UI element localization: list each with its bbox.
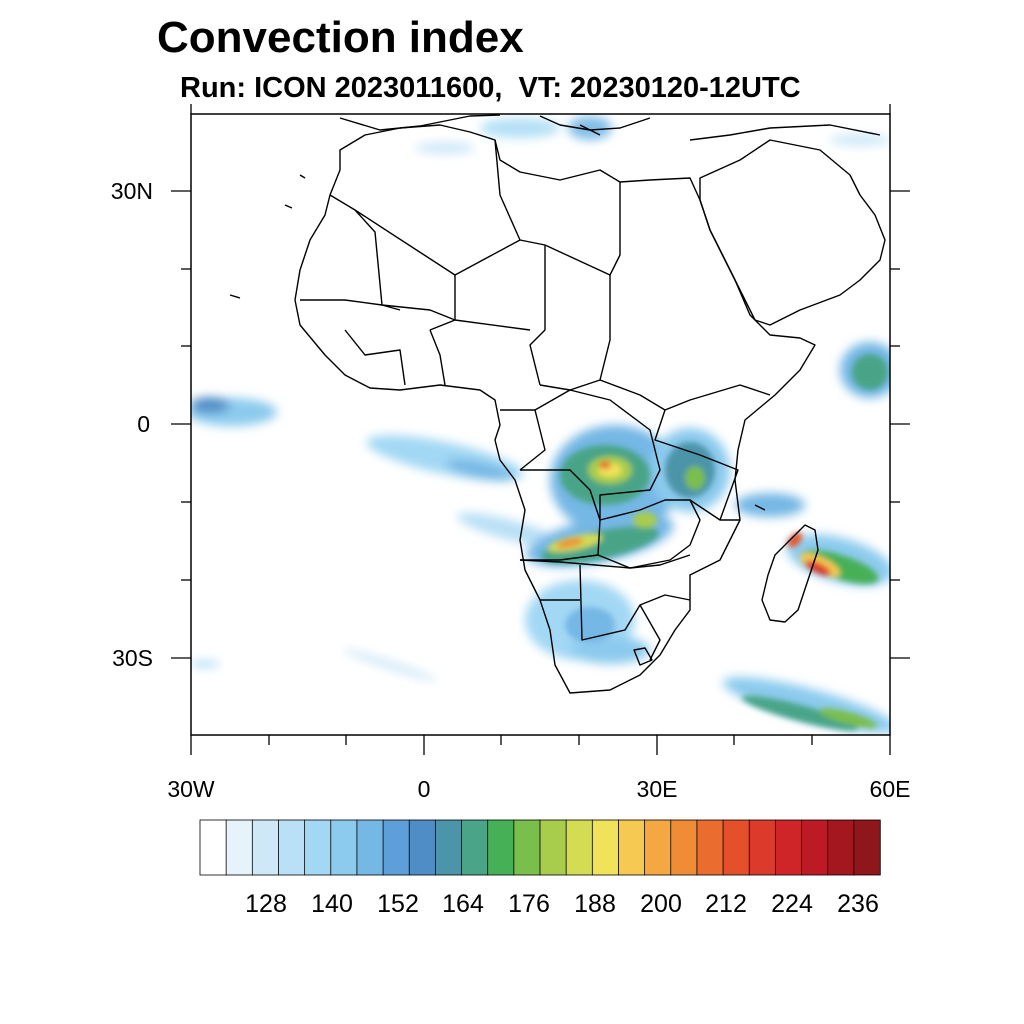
colorbar-swatch	[774, 819, 803, 876]
x-tick-label: 30W	[167, 776, 215, 802]
x-tick-label: 60E	[870, 776, 911, 802]
coastlines	[229, 114, 886, 694]
colorbar-label: 212	[705, 890, 747, 918]
colorbar-swatch	[618, 819, 646, 876]
colorbar-swatch	[225, 819, 253, 876]
chart-title: Convection index	[157, 13, 524, 62]
colorbar-swatch	[356, 819, 384, 876]
colorbar-label: 128	[245, 890, 287, 918]
y-tick-label: 0	[137, 411, 150, 437]
colorbar-swatch	[382, 819, 410, 876]
x-tick-label: 0	[418, 776, 431, 802]
colorbar-label: 140	[311, 890, 353, 918]
y-tick-label: 30N	[111, 178, 153, 204]
convection-field	[191, 116, 890, 733]
colorbar-swatch	[722, 819, 750, 876]
colorbar-swatch	[591, 819, 620, 876]
colorbar-swatch	[513, 819, 541, 876]
colorbar	[199, 819, 881, 876]
colorbar-swatch	[748, 819, 777, 876]
colorbar-label: 236	[837, 890, 879, 918]
axis-ticks	[171, 104, 910, 755]
colorbar-swatch	[330, 819, 358, 876]
colorbar-swatch	[408, 819, 437, 876]
colorbar-swatch	[644, 819, 672, 876]
colorbar-labels: 128 140 152 164 176 188 200 212 224 236	[245, 890, 879, 918]
colorbar-swatch	[461, 819, 489, 876]
colorbar-swatch	[827, 819, 855, 876]
colorbar-swatch	[434, 819, 463, 876]
colorbar-swatch	[304, 819, 332, 876]
colorbar-swatch	[487, 819, 515, 876]
colorbar-label: 176	[508, 890, 550, 918]
colorbar-swatch	[251, 819, 280, 876]
colorbar-swatch	[696, 819, 724, 876]
colorbar-swatch	[199, 819, 227, 876]
colorbar-swatch	[278, 819, 306, 876]
colorbar-label: 188	[574, 890, 616, 918]
colorbar-label: 224	[771, 890, 813, 918]
run-info-subtitle: Run: ICON 2023011600, VT: 20230120-12UTC	[180, 72, 801, 104]
colorbar-label: 164	[442, 890, 484, 918]
colorbar-swatch	[670, 819, 698, 876]
colorbar-label: 152	[377, 890, 419, 918]
colorbar-label: 200	[640, 890, 682, 918]
colorbar-swatch	[853, 819, 881, 876]
colorbar-swatch	[539, 819, 567, 876]
y-tick-label: 30S	[112, 645, 153, 671]
x-tick-label: 30E	[637, 776, 678, 802]
colorbar-swatch	[801, 819, 829, 876]
colorbar-swatch	[565, 819, 594, 876]
